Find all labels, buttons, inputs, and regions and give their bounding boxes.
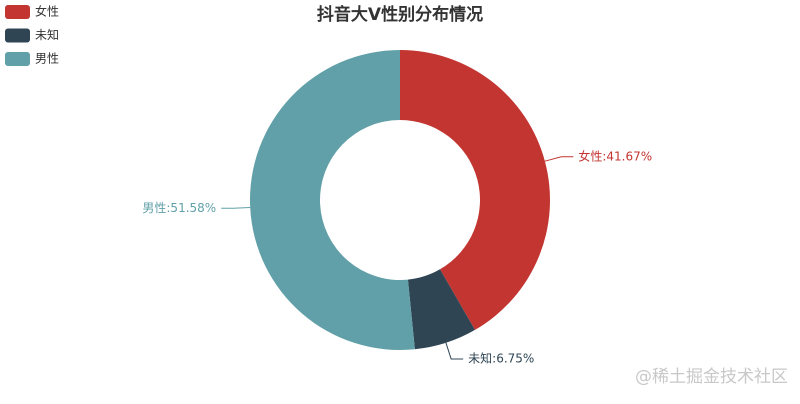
legend-swatch[interactable] <box>5 28 30 43</box>
pie-slice <box>250 50 415 350</box>
pie-slice <box>400 50 551 330</box>
watermark: @稀土掘金技术社区 <box>635 367 788 387</box>
data-label: 男性:51.58% <box>142 201 216 215</box>
legend-label[interactable]: 男性 <box>35 52 59 66</box>
data-label: 未知:6.75% <box>468 351 534 365</box>
label-line <box>221 206 251 209</box>
pie-slice <box>407 269 475 350</box>
legend-swatch[interactable] <box>5 5 30 19</box>
legend-label[interactable]: 女性 <box>35 4 59 19</box>
label-line <box>544 156 574 162</box>
legend-swatch[interactable] <box>5 52 30 66</box>
chart-title: 抖音大V性别分布情况 <box>317 4 483 25</box>
label-line <box>445 342 464 360</box>
data-label: 女性:41.67% <box>578 148 652 163</box>
legend-label[interactable]: 未知 <box>35 28 59 42</box>
